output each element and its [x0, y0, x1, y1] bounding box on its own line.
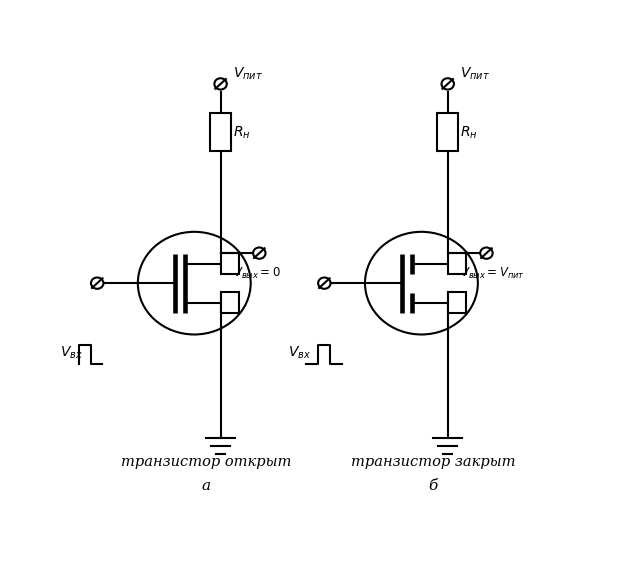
Text: $V_{\mathit{пит}}$: $V_{\mathit{пит}}$: [233, 66, 263, 82]
Circle shape: [480, 247, 492, 259]
Bar: [437, 114, 458, 151]
Text: $R_{\mathit{н}}$: $R_{\mathit{н}}$: [460, 124, 478, 141]
Text: а: а: [202, 479, 211, 493]
Circle shape: [318, 277, 331, 289]
Bar: [448, 253, 466, 274]
Text: $R_{\mathit{н}}$: $R_{\mathit{н}}$: [233, 124, 251, 141]
Text: б: б: [429, 479, 438, 493]
Text: $V_{вых}=V_{пит}$: $V_{вых}=V_{пит}$: [460, 266, 525, 281]
Text: транзистор открыт: транзистор открыт: [121, 454, 291, 468]
Circle shape: [442, 78, 454, 89]
Text: $V_{вых}=0$: $V_{вых}=0$: [233, 266, 281, 281]
Circle shape: [91, 277, 104, 289]
Circle shape: [253, 247, 265, 259]
Text: $V_{\mathit{вх}}$: $V_{\mathit{вх}}$: [60, 345, 83, 361]
Bar: [448, 292, 466, 313]
Circle shape: [214, 78, 227, 89]
Text: $V_{\mathit{вх}}$: $V_{\mathit{вх}}$: [288, 345, 310, 361]
Bar: [221, 253, 239, 274]
Text: $V_{\mathit{пит}}$: $V_{\mathit{пит}}$: [460, 66, 490, 82]
Text: транзистор закрыт: транзистор закрыт: [351, 454, 516, 468]
Bar: [210, 114, 231, 151]
Bar: [221, 292, 239, 313]
